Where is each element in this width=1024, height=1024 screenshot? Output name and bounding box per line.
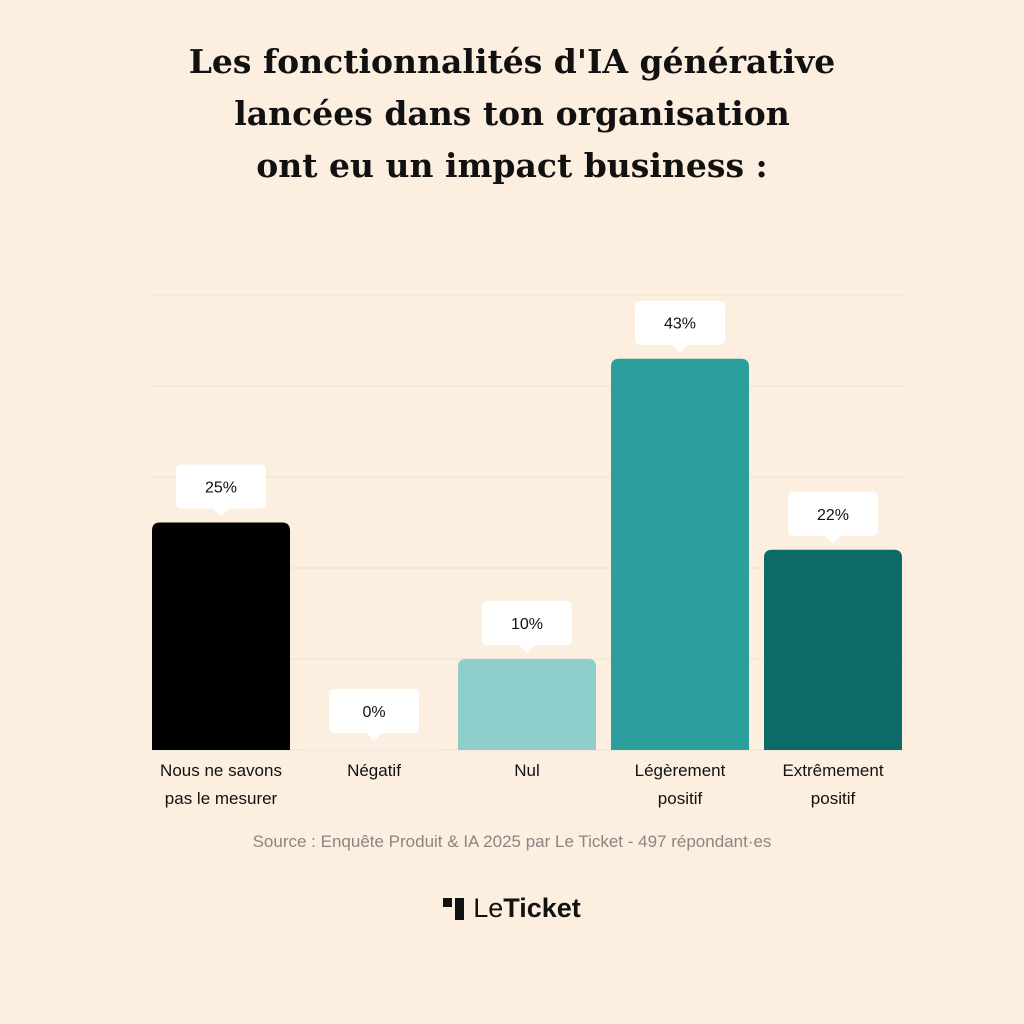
x-tick-label: positif [811,789,856,808]
bar [611,358,749,750]
brand-name-part-1: Le [473,893,504,923]
source-note: Source : Enquête Produit & IA 2025 par L… [252,832,772,851]
x-tick-label: Nul [514,761,540,780]
value-callout-bubble [176,464,266,517]
x-tick-label: pas le mesurer [165,789,278,808]
value-callout-bubble [788,491,878,544]
x-tick-label: Nous ne savons [160,761,282,780]
value-callout: 22% [788,491,878,544]
data-label: 25% [205,480,237,497]
brand-name-part-2: Ticket [503,893,581,923]
data-label: 43% [664,316,696,333]
value-callout-bubble [329,689,419,741]
title-line-1: Les fonctionnalités d'IA générative [188,42,836,81]
value-callout: 10% [482,601,572,653]
bar [764,549,902,750]
x-tick-label: Négatif [347,761,401,780]
value-callout: 43% [635,300,725,353]
x-tick-label: positif [658,789,703,808]
value-callout: 0% [329,689,419,741]
title-line-2: lancées dans ton organisation [234,94,790,133]
value-callout: 25% [176,464,266,517]
brand-logo: LeTicket [0,893,1024,929]
data-label: 0% [362,704,385,721]
value-callout-bubble [635,300,725,353]
title-line-3: ont eu un impact business : [256,146,768,185]
ticket-logo-icon [443,896,467,922]
data-label: 10% [511,616,543,633]
x-tick-label: Extrêmement [782,761,883,780]
bar [458,659,596,750]
value-callout-bubble [482,601,572,653]
x-tick-label: Légèrement [635,761,726,780]
bar [305,747,443,750]
chart-title: Les fonctionnalités d'IA générative lanc… [112,36,912,192]
bar [152,522,290,750]
data-label: 22% [817,507,849,524]
